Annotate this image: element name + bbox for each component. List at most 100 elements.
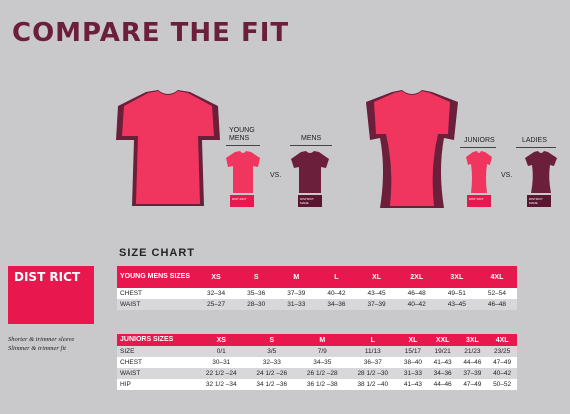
juniors-label: JUNIORS (464, 137, 495, 144)
table-cell: 44–46 (427, 379, 458, 390)
size-header: S (246, 334, 298, 346)
ladies-shirt-small-icon (525, 151, 557, 193)
table-header-label: JUNIORS SIZES (117, 334, 196, 346)
table-cell: 41–43 (398, 379, 428, 390)
table-cell: 3/5 (246, 346, 298, 357)
table-cell: 40–42 (487, 368, 517, 379)
table-cell: 28 1/2 –30 (347, 368, 399, 379)
size-header: 3XL (457, 334, 488, 346)
table-cell: 34–36 (427, 368, 458, 379)
table-header-label: YOUNG MENS SIZES (117, 266, 196, 288)
table-cell: 21/23 (457, 346, 488, 357)
table-cell: 34–36 (316, 299, 357, 310)
table-cell: 30–31 (196, 357, 247, 368)
table-cell: 23/25 (487, 346, 517, 357)
size-chart-title: SIZE CHART (119, 247, 195, 259)
divider-line (460, 147, 496, 148)
table-cell: 46–48 (476, 299, 517, 310)
fit-note-line: Slimmer & trimmer fit (8, 345, 66, 352)
size-header: 4XL (476, 266, 517, 288)
divider-line (516, 147, 556, 148)
row-label: SIZE (117, 346, 196, 357)
size-header: L (347, 334, 399, 346)
table-cell: 41–43 (427, 357, 458, 368)
size-header: M (276, 266, 317, 288)
juniors-size-table: JUNIORS SIZES XS S M L XL XXL 3XL 4XL SI… (117, 334, 517, 390)
table-cell: 32–33 (246, 357, 298, 368)
fit-note-line: Shorter & trimmer sleeve (8, 336, 75, 343)
juniors-shirt-small-icon (466, 151, 492, 193)
table-cell: 38–40 (398, 357, 428, 368)
table-header-row: YOUNG MENS SIZES XS S M L XL 2XL 3XL 4XL (117, 266, 517, 288)
table-cell: 47–49 (487, 357, 517, 368)
fit-note: Shorter & trimmer sleeve Slimmer & trimm… (8, 335, 74, 353)
table-cell: 46–48 (396, 288, 437, 299)
row-label: WAIST (117, 299, 196, 310)
table-cell: 49–51 (436, 288, 477, 299)
table-cell: 22 1/2 –24 (196, 368, 247, 379)
table-cell: 34 1/2 –36 (246, 379, 298, 390)
table-cell: 35–36 (236, 288, 277, 299)
size-header: XL (398, 334, 428, 346)
table-row: HIP 32 1/2 –34 34 1/2 –36 36 1/2 –38 38 … (117, 379, 517, 390)
table-row: SIZE 0/1 3/5 7/9 11/13 15/17 19/21 21/23… (117, 346, 517, 357)
ladies-label: LADIES (522, 137, 547, 144)
size-header: 2XL (396, 266, 437, 288)
table-cell: 50–52 (487, 379, 517, 390)
size-header: M (297, 334, 348, 346)
table-row: CHEST 32–34 35–36 37–39 40–42 43–45 46–4… (117, 288, 517, 299)
row-label: CHEST (117, 288, 196, 299)
table-cell: 36–37 (347, 357, 399, 368)
table-cell: 11/13 (347, 346, 399, 357)
table-row: CHEST 30–31 32–33 34–35 36–37 38–40 41–4… (117, 357, 517, 368)
size-header: XS (196, 266, 237, 288)
page-title: COMPARE THE FIT (12, 18, 290, 48)
row-label: WAIST (117, 368, 196, 379)
table-cell: 43–45 (436, 299, 477, 310)
table-cell: 40–42 (316, 288, 357, 299)
divider-line (226, 145, 260, 146)
row-label: HIP (117, 379, 196, 390)
vs-label: VS. (270, 172, 282, 179)
table-cell: 19/21 (427, 346, 458, 357)
table-cell: 25–27 (196, 299, 237, 310)
district-tag: DIST RICT (467, 195, 491, 207)
table-cell: 7/9 (297, 346, 348, 357)
table-cell: 52–54 (476, 288, 517, 299)
table-cell: 0/1 (196, 346, 247, 357)
divider-line (290, 145, 332, 146)
table-cell: 37–39 (457, 368, 488, 379)
table-cell: 32 1/2 –34 (196, 379, 247, 390)
table-cell: 36 1/2 –38 (297, 379, 348, 390)
table-cell: 31–33 (276, 299, 317, 310)
table-cell: 31–33 (398, 368, 428, 379)
table-row: WAIST 25–27 28–30 31–33 34–36 37–39 40–4… (117, 299, 517, 310)
table-header-row: JUNIORS SIZES XS S M L XL XXL 3XL 4XL (117, 334, 517, 346)
table-cell: 15/17 (398, 346, 428, 357)
table-cell: 37–39 (356, 299, 397, 310)
table-cell: 32–34 (196, 288, 237, 299)
size-header: XS (196, 334, 247, 346)
size-header: XL (356, 266, 397, 288)
young-mens-size-table: YOUNG MENS SIZES XS S M L XL 2XL 3XL 4XL… (117, 266, 517, 310)
table-cell: 24 1/2 –26 (246, 368, 298, 379)
young-mens-shirt-small-icon (226, 151, 260, 193)
district-tag: DIST RICT (230, 195, 254, 207)
row-label: CHEST (117, 357, 196, 368)
size-header: L (316, 266, 357, 288)
mens-label: MENS (301, 135, 322, 142)
table-cell: 26 1/2 –28 (297, 368, 348, 379)
table-cell: 43–45 (356, 288, 397, 299)
vs-label: VS. (501, 172, 513, 179)
young-mens-shirt-large-icon (116, 90, 220, 206)
size-header: 4XL (487, 334, 517, 346)
district-made-tag: DISTRICT MADE (527, 195, 551, 207)
table-row: WAIST 22 1/2 –24 24 1/2 –26 26 1/2 –28 2… (117, 368, 517, 379)
table-cell: 44–46 (457, 357, 488, 368)
mens-shirt-small-icon (291, 151, 329, 193)
table-cell: 34–35 (297, 357, 348, 368)
juniors-shirt-large-icon (366, 90, 458, 208)
table-cell: 40–42 (396, 299, 437, 310)
size-header: XXL (427, 334, 458, 346)
table-cell: 38 1/2 –40 (347, 379, 399, 390)
